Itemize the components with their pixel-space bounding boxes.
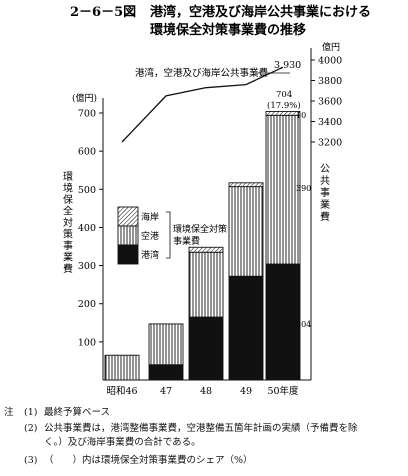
axis-label-char: 事 xyxy=(320,186,330,199)
bar-segment xyxy=(188,251,224,318)
left-tick-label: 700 xyxy=(78,109,96,120)
axis-label-char: 保 xyxy=(63,193,73,206)
right-axis-unit: 億円 xyxy=(322,41,340,53)
bar-group xyxy=(104,111,301,381)
bar-segment xyxy=(188,246,224,253)
note-line: く。）及び海岸事業費の合計である。 xyxy=(4,436,201,449)
line-series-label: 港湾，空港及び海岸公共事業費 xyxy=(135,67,268,79)
left-axis-label: 環境保全対策事業費 xyxy=(63,171,73,275)
right-tick-label: 4000 xyxy=(318,56,342,67)
legend-bracket xyxy=(166,211,171,259)
bar-segment xyxy=(265,263,301,381)
legend-label: 港湾 xyxy=(141,249,159,261)
note-line: 注 (1) 最終予算ベース xyxy=(4,406,110,419)
right-tick-label: 3600 xyxy=(318,97,342,108)
x-tick-label: 50年度 xyxy=(267,385,299,397)
note-number: (3) xyxy=(24,455,38,466)
line-series xyxy=(121,66,284,143)
segment-label-kowan: 304 xyxy=(296,320,311,329)
legend-bracket-label: 事業費 xyxy=(173,235,200,247)
right-tick-label: 3400 xyxy=(318,117,342,128)
left-tick-label: 300 xyxy=(78,261,96,272)
x-tick-label: 49 xyxy=(240,386,252,397)
axis-label-char: 対 xyxy=(63,216,73,229)
bar-segment xyxy=(228,275,264,381)
x-axis-labels: 昭和46 47 48 49 50年度 xyxy=(106,385,299,397)
chart-title-line2: 環境保全対策事業費の推移 xyxy=(150,22,306,38)
left-axis-ticks: 100 200 300 400 500 600 700 xyxy=(78,109,103,348)
bar-segment xyxy=(188,316,224,381)
note-number: (2) xyxy=(24,423,38,434)
segment-label-kuko: 390 xyxy=(296,184,311,193)
legend-bracket-label: 環境保全対策 xyxy=(173,223,227,235)
note-text: （ ）内は環境保全対策事業費のシェア（%） xyxy=(44,455,253,466)
axis-label-char: 費 xyxy=(63,262,73,275)
left-tick-label: 100 xyxy=(78,337,96,348)
left-tick-label: 500 xyxy=(78,185,96,196)
segment-label-kaigan: 10 xyxy=(296,111,306,120)
legend-label: 海岸 xyxy=(141,211,159,223)
note-mark: 注 xyxy=(4,407,14,418)
bar-segment xyxy=(228,186,264,277)
legend-swatch xyxy=(117,225,139,246)
figure-number: 2－6－5図 xyxy=(70,5,136,20)
axis-label-char: 全 xyxy=(63,205,73,218)
legend-swatch xyxy=(117,206,139,227)
line-end-value: 3,930 xyxy=(274,60,301,71)
x-tick-label: 昭和46 xyxy=(106,386,137,397)
note-text: 公共事業費は，港湾整備事業費，空港整備五箇年計画の実績（予備費を除 xyxy=(44,423,358,434)
note-text: 最終予算ベース xyxy=(44,407,111,418)
bar-segment xyxy=(265,111,301,116)
note-text: く。）及び海岸事業費の合計である。 xyxy=(44,437,201,448)
note-number: (1) xyxy=(24,407,38,418)
x-tick-label: 48 xyxy=(200,386,212,397)
legend-label: 空港 xyxy=(141,230,159,242)
axis-label-char: 共 xyxy=(320,175,330,187)
axis-label-char: 費 xyxy=(320,210,330,223)
bar-segment xyxy=(148,323,184,366)
axis-label-char: 業 xyxy=(63,251,73,264)
axis-label-char: 環 xyxy=(63,171,73,183)
bar-segment xyxy=(265,114,301,265)
axis-label-char: 公 xyxy=(320,164,330,175)
line-series-group xyxy=(121,66,284,143)
bar-segment xyxy=(104,354,140,381)
chart-title-line1: 港湾，空港及び海岸公共事業における xyxy=(150,4,371,20)
right-axis-ticks: 3200 3400 3600 3800 4000 xyxy=(311,56,342,149)
left-tick-label: 400 xyxy=(78,223,96,234)
left-tick-label: 200 xyxy=(78,299,96,310)
bar-segment xyxy=(228,182,264,188)
axis-label-char: 策 xyxy=(63,228,73,241)
left-tick-label: 600 xyxy=(78,147,96,158)
legend-swatch xyxy=(117,244,139,265)
note-line: (3) （ ）内は環境保全対策事業費のシェア（%） xyxy=(4,454,253,467)
bar-total-label: 704 xyxy=(276,90,292,100)
x-tick-label: 47 xyxy=(160,386,172,397)
right-tick-label: 3800 xyxy=(318,76,342,87)
bar-segment xyxy=(148,364,184,381)
right-axis-label: 公共事業費 xyxy=(320,164,330,223)
axis-label-char: 事 xyxy=(63,239,73,252)
right-tick-label: 3200 xyxy=(318,138,342,149)
left-axis-unit: (億円) xyxy=(72,92,97,104)
note-line: (2) 公共事業費は，港湾整備事業費，空港整備五箇年計画の実績（予備費を除 xyxy=(4,422,358,435)
axis-label-char: 境 xyxy=(63,182,73,195)
bar-share-label: (17.9%) xyxy=(267,100,301,111)
axis-label-char: 業 xyxy=(320,198,330,211)
